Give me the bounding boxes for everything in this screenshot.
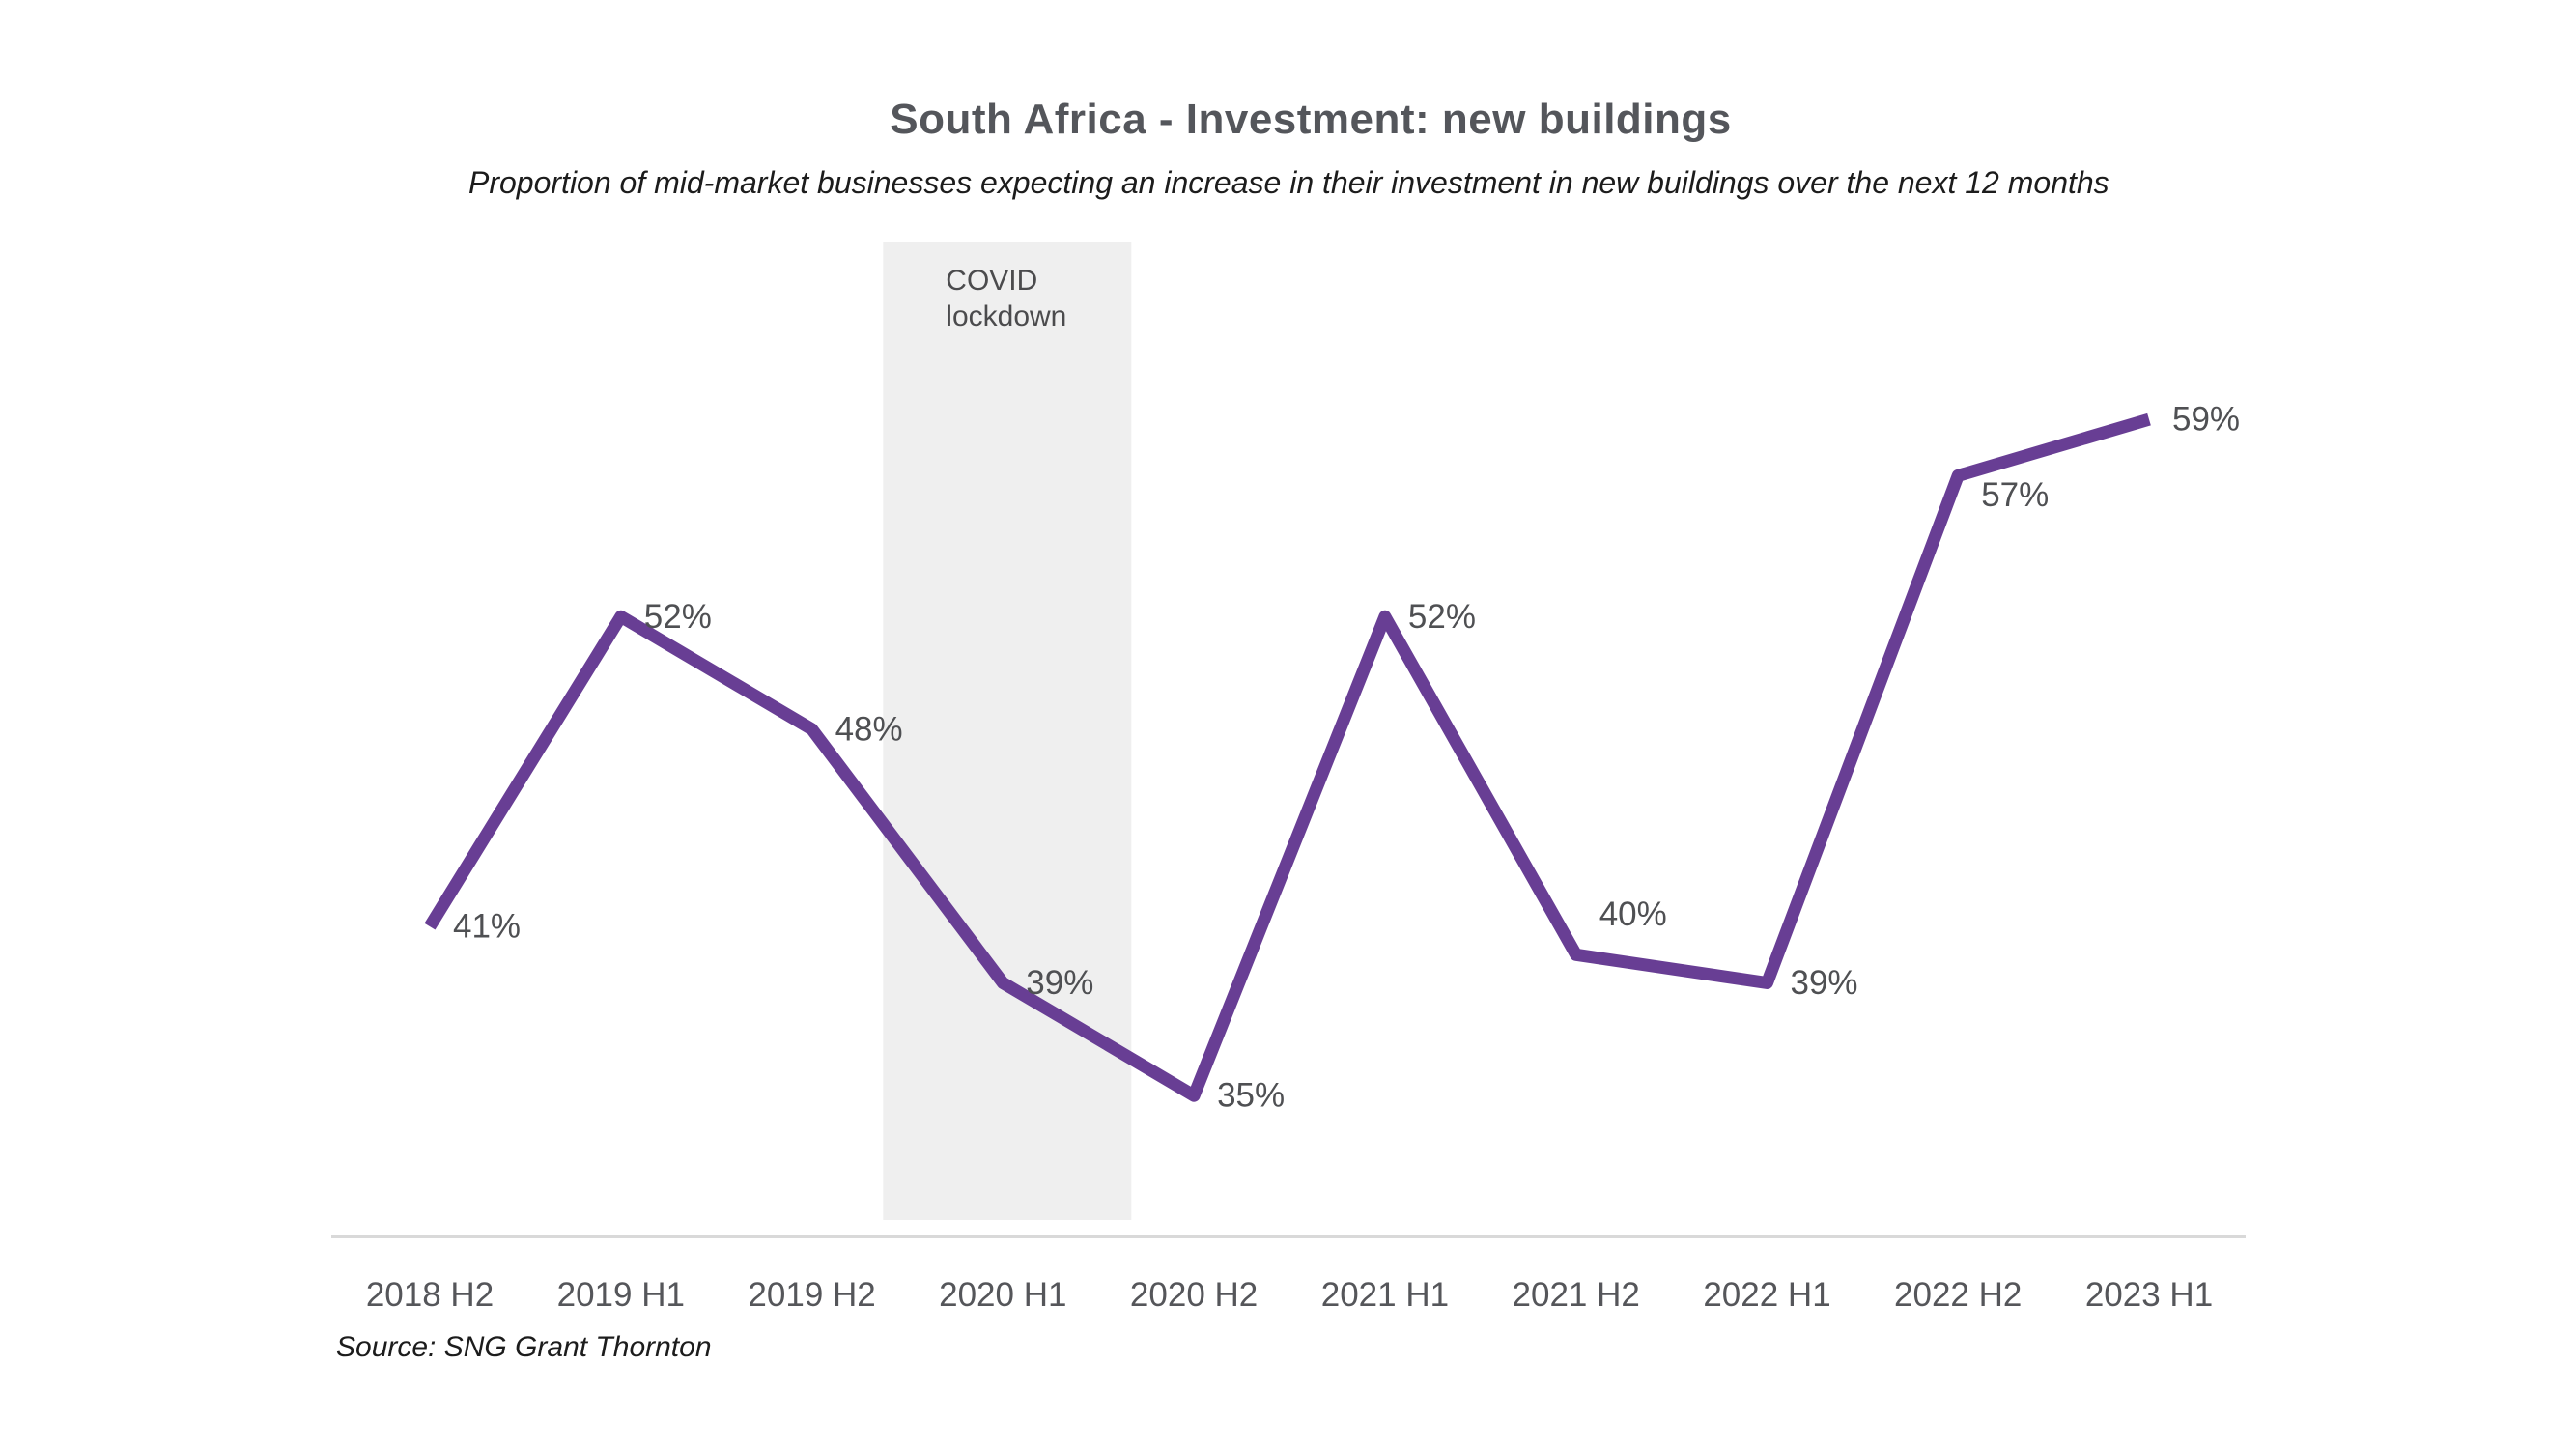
data-label-2018-h2: 41% xyxy=(453,908,521,946)
chart-title: South Africa - Investment: new buildings xyxy=(890,96,1732,143)
data-label-2020-h1: 39% xyxy=(1026,964,1093,1002)
x-tick-2022-h2: 2022 H2 xyxy=(1894,1276,2022,1314)
covid-lockdown-band xyxy=(883,242,1132,1220)
series-line xyxy=(424,412,2151,1102)
x-tick-2021-h2: 2021 H2 xyxy=(1513,1276,1640,1314)
x-tick-2022-h1: 2022 H1 xyxy=(1703,1276,1830,1314)
data-label-2022-h1: 39% xyxy=(1791,964,1858,1002)
data-label-2021-h1: 52% xyxy=(1408,598,1476,636)
chart-subtitle: Proportion of mid-market businesses expe… xyxy=(468,165,2109,200)
x-tick-2019-h1: 2019 H1 xyxy=(557,1276,685,1314)
x-tick-2020-h1: 2020 H1 xyxy=(939,1276,1066,1314)
covid-band-label: COVID xyxy=(946,265,1037,297)
x-tick-2023-h1: 2023 H1 xyxy=(2085,1276,2213,1314)
data-label-2020-h2: 35% xyxy=(1217,1077,1285,1115)
data-label-2023-h1: 59% xyxy=(2172,401,2240,439)
x-tick-2020-h2: 2020 H2 xyxy=(1130,1276,1258,1314)
covid-band-label: lockdown xyxy=(946,300,1066,332)
data-label-2022-h2: 57% xyxy=(1981,476,2049,514)
data-label-2019-h2: 48% xyxy=(835,710,903,748)
x-tick-2019-h2: 2019 H2 xyxy=(748,1276,875,1314)
data-label-2021-h2: 40% xyxy=(1599,895,1667,933)
x-tick-2018-h2: 2018 H2 xyxy=(366,1276,494,1314)
data-label-2019-h1: 52% xyxy=(644,598,712,636)
source-label: Source: SNG Grant Thornton xyxy=(336,1331,712,1363)
x-tick-2021-h1: 2021 H1 xyxy=(1321,1276,1449,1314)
